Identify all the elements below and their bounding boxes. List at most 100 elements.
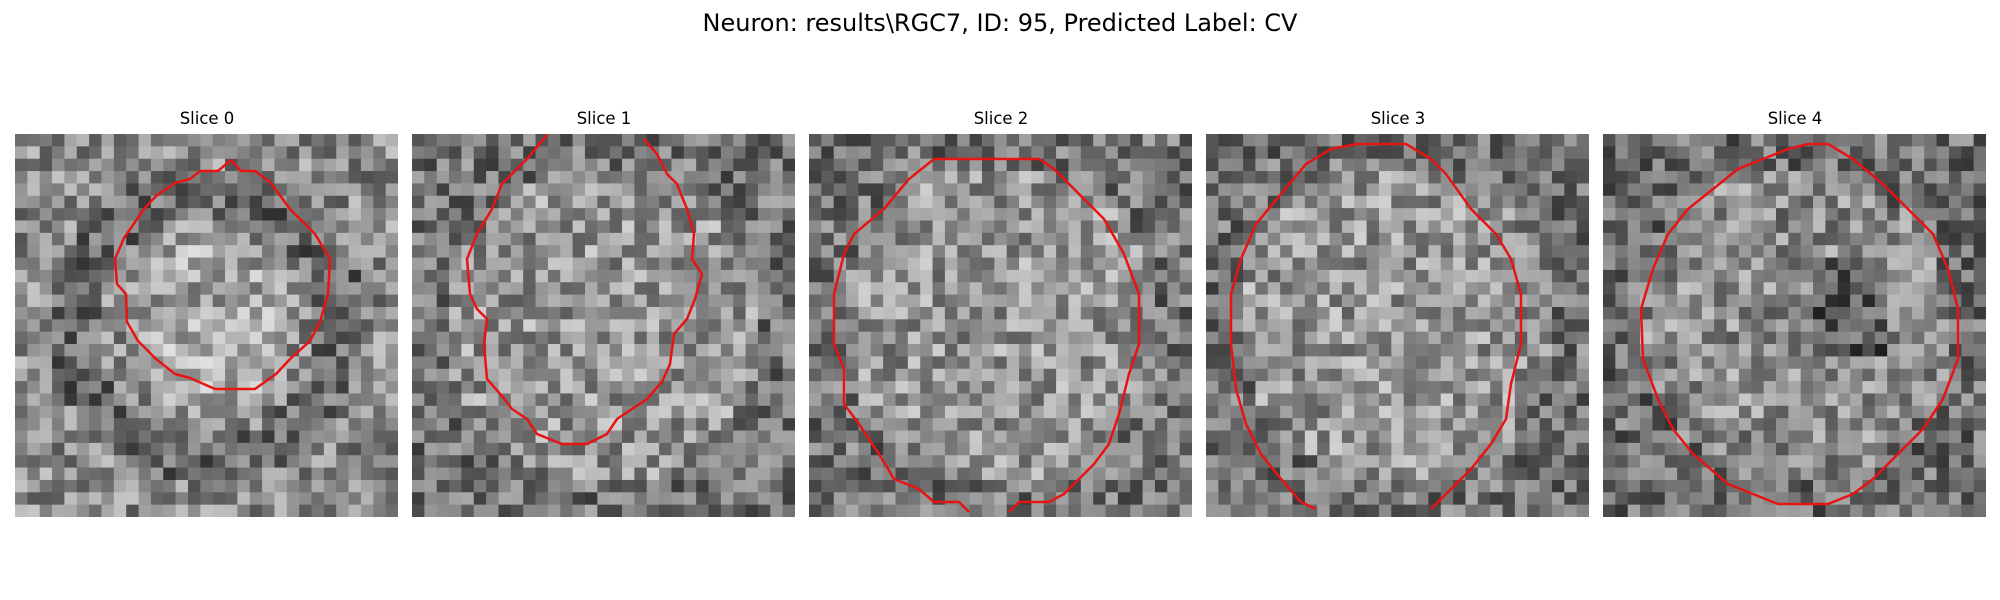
image-pixel bbox=[1887, 331, 1901, 345]
image-pixel bbox=[1329, 195, 1343, 209]
image-pixel bbox=[1391, 368, 1405, 382]
image-pixel bbox=[27, 183, 41, 197]
image-pixel bbox=[708, 492, 722, 506]
image-pixel bbox=[1280, 504, 1294, 517]
image-pixel bbox=[944, 479, 958, 493]
image-pixel bbox=[1117, 232, 1131, 246]
image-pixel bbox=[883, 171, 897, 185]
image-pixel bbox=[64, 183, 78, 197]
image-pixel bbox=[981, 245, 995, 259]
image-pixel bbox=[348, 504, 362, 517]
image-pixel bbox=[1887, 269, 1901, 283]
image-pixel bbox=[1627, 418, 1641, 432]
image-pixel bbox=[1230, 306, 1244, 320]
image-pixel bbox=[1677, 294, 1691, 308]
image-pixel bbox=[1874, 418, 1888, 432]
image-pixel bbox=[1378, 418, 1392, 432]
image-pixel bbox=[336, 430, 350, 444]
image-pixel bbox=[1267, 158, 1281, 172]
image-pixel bbox=[311, 183, 325, 197]
image-pixel bbox=[163, 492, 177, 506]
image-pixel bbox=[907, 504, 921, 517]
image-pixel bbox=[1255, 195, 1269, 209]
image-pixel bbox=[1615, 479, 1629, 493]
image-pixel bbox=[1850, 455, 1864, 469]
image-pixel bbox=[1813, 282, 1826, 296]
image-pixel bbox=[809, 442, 822, 456]
image-pixel bbox=[126, 442, 140, 456]
image-pixel bbox=[969, 381, 983, 395]
image-pixel bbox=[1887, 306, 1901, 320]
image-pixel bbox=[981, 455, 995, 469]
image-pixel bbox=[1354, 195, 1368, 209]
image-pixel bbox=[237, 393, 251, 407]
image-pixel bbox=[907, 467, 921, 481]
image-pixel bbox=[1440, 195, 1454, 209]
image-pixel bbox=[1056, 467, 1070, 481]
image-pixel bbox=[572, 356, 586, 370]
image-pixel bbox=[1477, 245, 1491, 259]
image-pixel bbox=[348, 220, 362, 234]
image-pixel bbox=[486, 442, 500, 456]
image-pixel bbox=[1080, 368, 1094, 382]
image-pixel bbox=[1539, 331, 1553, 345]
image-pixel bbox=[535, 208, 549, 222]
image-pixel bbox=[1142, 294, 1156, 308]
image-pixel bbox=[1403, 344, 1417, 357]
image-pixel bbox=[1701, 245, 1715, 259]
image-pixel bbox=[1477, 282, 1491, 296]
image-pixel bbox=[163, 306, 177, 320]
image-pixel bbox=[1317, 344, 1331, 357]
image-pixel bbox=[969, 208, 983, 222]
image-pixel bbox=[1403, 294, 1417, 308]
image-pixel bbox=[720, 319, 734, 333]
image-pixel bbox=[1080, 282, 1094, 296]
image-pixel bbox=[1887, 405, 1901, 419]
slice-title-3: Slice 3 bbox=[1370, 109, 1426, 128]
image-pixel bbox=[348, 245, 362, 259]
image-pixel bbox=[1726, 492, 1740, 506]
image-pixel bbox=[1800, 479, 1814, 493]
image-pixel bbox=[1527, 220, 1541, 234]
image-pixel bbox=[1640, 467, 1654, 481]
image-pixel bbox=[907, 245, 921, 259]
image-pixel bbox=[957, 504, 971, 517]
image-pixel bbox=[373, 504, 387, 517]
image-pixel bbox=[1936, 405, 1950, 419]
image-pixel bbox=[1551, 430, 1565, 444]
image-pixel bbox=[1255, 245, 1269, 259]
image-pixel bbox=[883, 208, 897, 222]
image-pixel bbox=[1243, 492, 1257, 506]
image-pixel bbox=[770, 368, 784, 382]
image-pixel bbox=[336, 294, 350, 308]
image-pixel bbox=[809, 381, 822, 395]
image-pixel bbox=[969, 492, 983, 506]
image-pixel bbox=[957, 418, 971, 432]
image-pixel bbox=[498, 171, 512, 185]
image-pixel bbox=[1477, 381, 1491, 395]
image-pixel bbox=[809, 134, 822, 147]
image-pixel bbox=[1031, 208, 1045, 222]
image-pixel bbox=[1738, 257, 1752, 271]
image-pixel bbox=[1354, 306, 1368, 320]
image-pixel bbox=[1093, 294, 1107, 308]
image-pixel bbox=[1043, 381, 1057, 395]
image-pixel bbox=[1218, 171, 1232, 185]
image-pixel bbox=[1117, 220, 1131, 234]
image-pixel bbox=[1006, 504, 1020, 517]
image-pixel bbox=[745, 418, 759, 432]
image-pixel bbox=[76, 405, 90, 419]
image-pixel bbox=[1973, 504, 1986, 517]
image-pixel bbox=[225, 282, 238, 296]
image-pixel bbox=[1304, 269, 1318, 283]
image-pixel bbox=[113, 294, 127, 308]
image-pixel bbox=[101, 257, 115, 271]
image-pixel bbox=[1366, 356, 1380, 370]
image-pixel bbox=[1080, 381, 1094, 395]
image-pixel bbox=[745, 208, 759, 222]
image-pixel bbox=[1416, 356, 1429, 370]
image-pixel bbox=[683, 282, 697, 296]
image-pixel bbox=[1887, 257, 1901, 271]
image-pixel bbox=[286, 356, 300, 370]
image-pixel bbox=[1726, 319, 1740, 333]
